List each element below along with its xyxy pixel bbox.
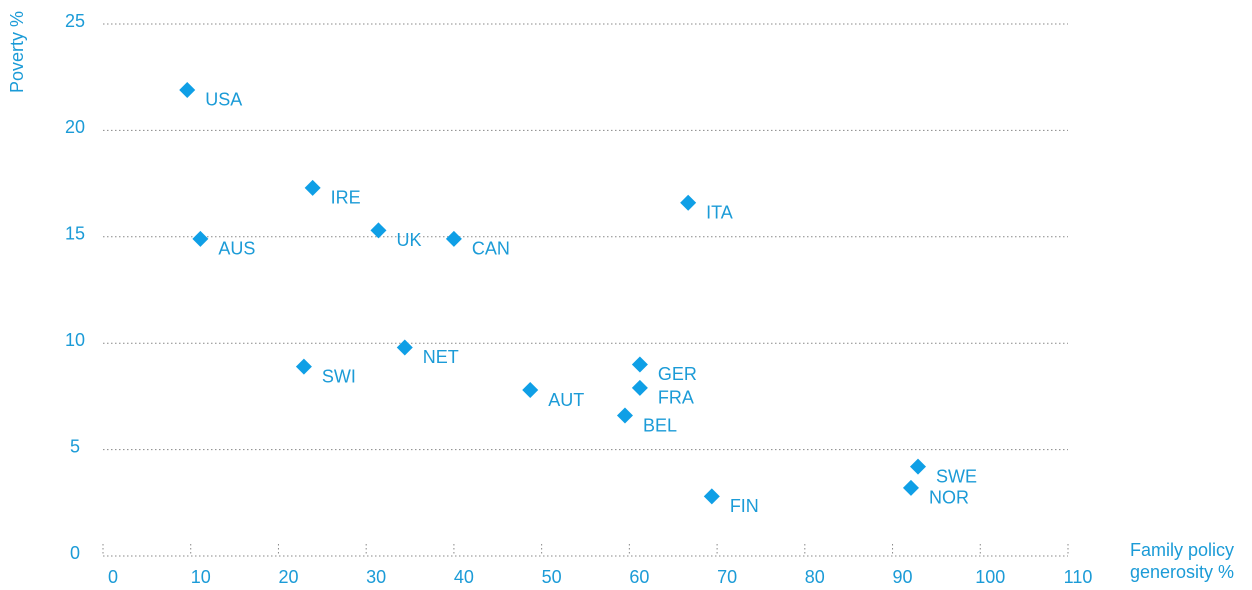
point xyxy=(631,356,648,373)
y-axis-label: Poverty % xyxy=(7,11,27,93)
y-tick-label: 0 xyxy=(70,543,80,563)
point xyxy=(631,379,648,396)
point-label: FRA xyxy=(658,388,694,408)
y-tick-label: 15 xyxy=(65,224,85,244)
x-tick-label: 10 xyxy=(191,567,211,587)
x-tick-label: 0 xyxy=(108,567,118,587)
point xyxy=(522,382,539,399)
x-axis-label: Family policy xyxy=(1130,540,1234,560)
x-tick-label: 70 xyxy=(717,567,737,587)
point-label: AUT xyxy=(548,390,584,410)
point xyxy=(909,458,926,475)
point-label: ITA xyxy=(706,203,733,223)
point-label: NET xyxy=(423,347,459,367)
point xyxy=(902,479,919,496)
point-label: CAN xyxy=(472,239,510,259)
point xyxy=(445,230,462,247)
point xyxy=(703,488,720,505)
point xyxy=(295,358,312,375)
x-tick-label: 80 xyxy=(805,567,825,587)
point-label: GER xyxy=(658,364,697,384)
y-tick-label: 10 xyxy=(65,330,85,350)
point-label: IRE xyxy=(331,188,361,208)
point xyxy=(304,179,321,196)
y-tick-label: 20 xyxy=(65,117,85,137)
point-label: UK xyxy=(396,230,421,250)
point-label: SWI xyxy=(322,366,356,386)
point xyxy=(192,230,209,247)
point xyxy=(396,339,413,356)
x-tick-label: 100 xyxy=(975,567,1005,587)
x-tick-label: 30 xyxy=(366,567,386,587)
y-tick-label: 5 xyxy=(70,436,80,456)
point-label: USA xyxy=(205,90,242,110)
x-axis-label: generosity % xyxy=(1130,562,1234,582)
x-tick-label: 60 xyxy=(629,567,649,587)
point-label: FIN xyxy=(730,496,759,516)
point-label: NOR xyxy=(929,488,969,508)
x-tick-label: 90 xyxy=(893,567,913,587)
x-tick-label: 40 xyxy=(454,567,474,587)
point xyxy=(370,222,387,239)
point-label: BEL xyxy=(643,415,677,435)
x-tick-label: 110 xyxy=(1064,567,1093,587)
point-label: AUS xyxy=(218,239,255,259)
point-label: SWE xyxy=(936,466,977,486)
x-tick-label: 20 xyxy=(278,567,298,587)
y-tick-label: 25 xyxy=(65,11,85,31)
point xyxy=(616,407,633,424)
point xyxy=(179,81,196,98)
x-tick-label: 50 xyxy=(542,567,562,587)
point xyxy=(680,194,697,211)
